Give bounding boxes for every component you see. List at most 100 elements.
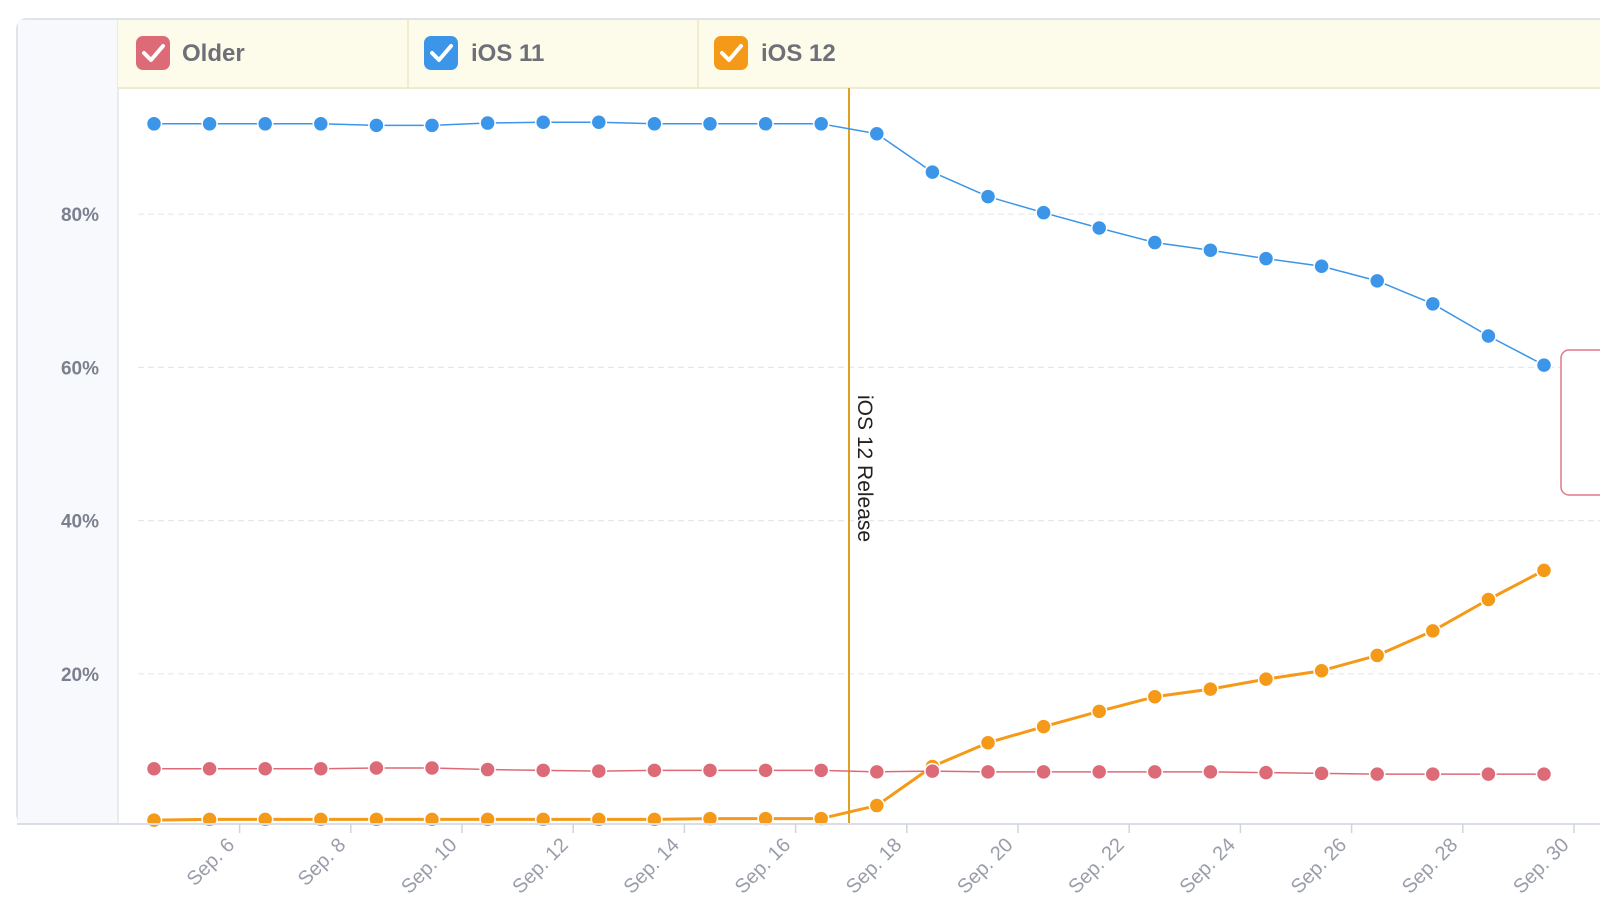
series-layer — [145, 114, 1553, 829]
data-point-ios11 — [256, 115, 274, 133]
legend-item-older[interactable]: Older — [136, 36, 245, 70]
data-point-older — [1202, 763, 1219, 781]
data-point-ios12 — [1202, 680, 1219, 698]
data-point-older — [1368, 765, 1386, 783]
data-point-older — [1424, 765, 1442, 783]
data-point-ios11 — [757, 115, 774, 133]
legend-label-ios12: iOS 12 — [761, 40, 836, 67]
data-point-ios12 — [979, 734, 997, 751]
gridlines — [138, 213, 1600, 675]
legend-bar — [118, 20, 1600, 88]
data-point-older — [646, 762, 663, 779]
data-point-ios12 — [868, 797, 886, 814]
data-point-ios11 — [646, 115, 663, 133]
data-point-older — [423, 759, 441, 777]
data-point-ios11 — [1368, 272, 1386, 290]
x-tick-label: Sep. 24 — [1176, 834, 1240, 898]
data-point-ios12 — [1424, 622, 1442, 640]
data-point-ios11 — [534, 114, 552, 131]
data-point-ios11 — [1146, 234, 1164, 251]
data-point-older — [1257, 764, 1275, 781]
release-label: iOS 12 Release — [853, 395, 876, 542]
x-tick-label: Sep. 10 — [397, 834, 461, 898]
y-tick-label: 40% — [61, 512, 99, 533]
series-line-ios12 — [153, 569, 1545, 822]
y-axis-panel — [18, 20, 118, 823]
data-point-ios12 — [1146, 688, 1164, 706]
data-point-ios11 — [423, 117, 441, 134]
data-point-ios11 — [868, 125, 886, 143]
checkmark-icon — [142, 44, 165, 62]
legend: Older iOS 11 iOS 12 — [118, 20, 1600, 89]
data-point-older — [479, 761, 496, 778]
data-point-ios11 — [812, 115, 830, 133]
data-point-older — [145, 760, 163, 778]
x-tick-label: Sep. 20 — [953, 834, 1017, 898]
data-point-ios11 — [590, 114, 608, 131]
tooltip-edge — [1560, 349, 1600, 496]
data-point-ios11 — [312, 115, 330, 133]
data-point-ios11 — [201, 115, 218, 133]
y-tick-label: 60% — [61, 358, 99, 379]
x-tick-label: Sep. 22 — [1064, 834, 1128, 898]
data-point-ios12 — [1480, 591, 1497, 608]
data-point-ios12 — [757, 810, 774, 827]
data-point-ios11 — [1313, 258, 1330, 275]
y-tick-label: 20% — [61, 665, 99, 686]
data-point-ios11 — [479, 114, 496, 132]
data-point-ios11 — [924, 163, 941, 181]
data-point-ios11 — [1035, 204, 1052, 221]
data-point-ios11 — [1090, 219, 1108, 237]
x-tick-label: Sep. 14 — [620, 834, 684, 898]
legend-label-ios11: iOS 11 — [471, 40, 544, 67]
x-axis-ticks: Sep. 6 Sep. 8 Sep. 10 Sep. 12 Sep. 14 Sep. 16… — [183, 824, 1575, 898]
data-point-older — [757, 762, 774, 779]
older-checkbox[interactable] — [136, 36, 170, 70]
data-point-older — [1480, 765, 1497, 783]
annotation-layer: iOS 12 Release — [848, 88, 876, 824]
data-point-older — [1535, 765, 1553, 783]
x-tick-label: Sep. 18 — [842, 834, 906, 898]
data-point-ios12 — [1257, 670, 1275, 688]
data-point-older — [1090, 763, 1108, 781]
legend-item-ios11[interactable]: iOS 11 — [424, 36, 544, 70]
y-axis-ticks: 20% 40% 60% 80% — [61, 205, 99, 686]
checkmark-icon — [430, 44, 453, 62]
data-point-older — [590, 762, 608, 780]
x-tick-label: Sep. 12 — [508, 834, 572, 898]
x-tick-label: Sep. 30 — [1509, 834, 1573, 898]
x-tick-label: Sep. 28 — [1398, 834, 1462, 898]
y-tick-label: 80% — [61, 205, 99, 226]
data-point-older — [924, 762, 941, 780]
data-point-ios11 — [1257, 250, 1275, 267]
data-point-older — [534, 762, 552, 779]
legend-item-ios12[interactable]: iOS 12 — [714, 36, 836, 70]
x-tick-label: Sep. 8 — [294, 834, 350, 890]
data-point-older — [1313, 765, 1330, 782]
series-line-ios11 — [154, 121, 1545, 366]
data-point-older — [312, 760, 330, 778]
data-point-ios11 — [145, 115, 163, 133]
data-point-ios11 — [1535, 356, 1553, 374]
data-point-ios12 — [1313, 662, 1330, 679]
x-tick-label: Sep. 16 — [731, 834, 795, 898]
data-point-older — [201, 760, 218, 778]
checkmark-icon — [720, 44, 743, 62]
data-point-older — [701, 762, 719, 779]
data-point-older — [256, 760, 274, 778]
data-point-ios12 — [812, 810, 830, 827]
data-point-ios11 — [368, 117, 385, 134]
data-point-older — [979, 763, 997, 781]
data-point-older — [868, 763, 886, 781]
x-tick-label: Sep. 6 — [183, 834, 239, 890]
legend-label-older: Older — [182, 40, 245, 67]
x-tick-label: Sep. 26 — [1287, 834, 1351, 898]
ios12-checkbox[interactable] — [714, 36, 748, 70]
data-point-older — [368, 759, 385, 777]
data-point-ios11 — [1202, 241, 1219, 259]
data-point-ios11 — [979, 188, 997, 205]
data-point-ios12 — [1535, 562, 1553, 579]
series-line-older — [154, 767, 1544, 775]
ios11-checkbox[interactable] — [424, 36, 458, 70]
